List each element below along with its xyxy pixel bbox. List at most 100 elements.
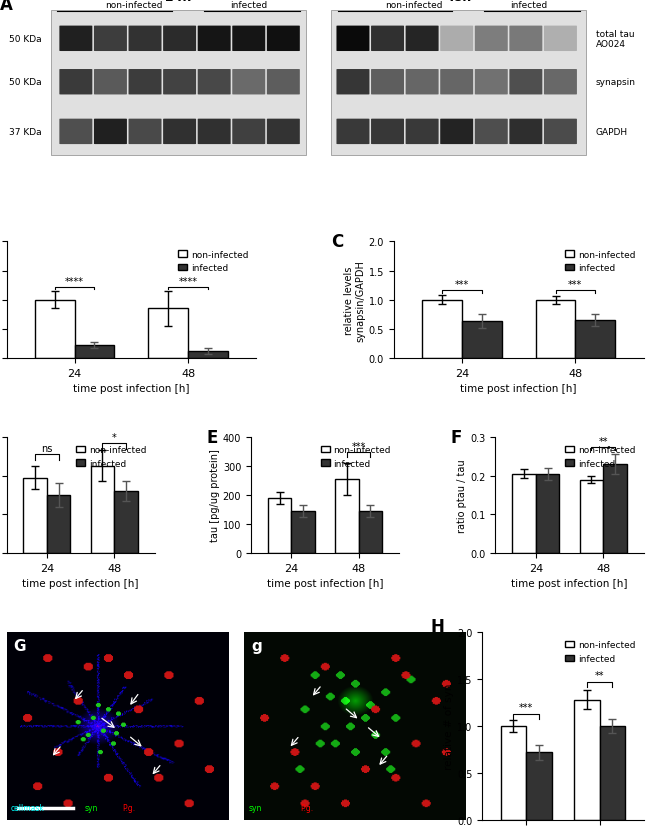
FancyBboxPatch shape	[510, 70, 542, 95]
FancyBboxPatch shape	[474, 119, 508, 145]
FancyBboxPatch shape	[510, 119, 542, 145]
Bar	[335, 479, 359, 554]
FancyBboxPatch shape	[440, 119, 473, 145]
FancyBboxPatch shape	[198, 70, 231, 95]
Text: infected: infected	[510, 1, 547, 10]
Y-axis label: ratio ptau / tau: ratio ptau / tau	[458, 459, 467, 532]
Bar	[512, 474, 536, 554]
X-axis label: time post infection [h]: time post infection [h]	[511, 579, 628, 589]
Bar	[526, 753, 552, 820]
Text: 48h: 48h	[446, 0, 472, 3]
Text: *: *	[112, 432, 116, 442]
Bar	[536, 301, 575, 359]
Bar	[47, 495, 70, 554]
Text: ***: ***	[519, 702, 534, 712]
Text: F: F	[451, 428, 462, 446]
FancyBboxPatch shape	[371, 70, 404, 95]
FancyBboxPatch shape	[267, 26, 300, 52]
Bar	[536, 474, 560, 554]
Bar	[500, 726, 526, 820]
Text: cellmask: cellmask	[11, 803, 45, 812]
Legend: non-infected, infected: non-infected, infected	[562, 247, 639, 277]
Text: C: C	[332, 233, 343, 251]
FancyBboxPatch shape	[59, 119, 92, 145]
Bar	[332, 12, 586, 156]
X-axis label: time post infection [h]: time post infection [h]	[266, 579, 384, 589]
Text: synapsin: synapsin	[595, 78, 636, 87]
FancyBboxPatch shape	[510, 26, 542, 52]
Text: H: H	[431, 618, 445, 636]
FancyBboxPatch shape	[406, 119, 439, 145]
FancyBboxPatch shape	[337, 70, 369, 95]
Bar	[114, 492, 138, 554]
Text: total tau
AO024: total tau AO024	[595, 30, 634, 49]
FancyBboxPatch shape	[232, 119, 265, 145]
FancyBboxPatch shape	[371, 26, 404, 52]
Text: ns: ns	[41, 444, 53, 454]
Legend: non-infected, infected: non-infected, infected	[562, 637, 639, 667]
FancyBboxPatch shape	[232, 26, 265, 52]
FancyBboxPatch shape	[544, 26, 577, 52]
Bar	[574, 700, 599, 820]
FancyBboxPatch shape	[406, 26, 439, 52]
Text: syn: syn	[84, 803, 98, 812]
Bar	[35, 301, 75, 359]
Bar	[148, 309, 188, 359]
X-axis label: time post infection [h]: time post infection [h]	[73, 383, 190, 393]
Text: 50 KDa: 50 KDa	[9, 78, 42, 87]
X-axis label: time post infection [h]: time post infection [h]	[22, 579, 139, 589]
FancyBboxPatch shape	[544, 119, 577, 145]
FancyBboxPatch shape	[163, 70, 196, 95]
Text: ****: ****	[65, 277, 84, 286]
Legend: non-infected, infected: non-infected, infected	[317, 442, 395, 472]
Legend: non-infected, infected: non-infected, infected	[562, 442, 639, 472]
FancyBboxPatch shape	[337, 119, 369, 145]
Bar	[23, 478, 47, 554]
Bar	[75, 345, 114, 359]
FancyBboxPatch shape	[440, 70, 473, 95]
FancyBboxPatch shape	[198, 26, 231, 52]
Bar	[291, 512, 315, 554]
Text: ***: ***	[568, 280, 582, 290]
FancyBboxPatch shape	[163, 119, 196, 145]
FancyBboxPatch shape	[59, 70, 92, 95]
Text: **: **	[595, 671, 604, 681]
Bar	[603, 465, 627, 554]
Text: P.g.: P.g.	[122, 803, 135, 812]
Text: 24h: 24h	[165, 0, 192, 3]
Text: G: G	[13, 638, 25, 653]
Text: non-infected: non-infected	[105, 1, 162, 10]
Text: 37 KDa: 37 KDa	[9, 128, 42, 137]
Bar	[90, 466, 114, 554]
X-axis label: time post infection [h]: time post infection [h]	[460, 383, 577, 393]
Text: E: E	[207, 428, 218, 446]
Y-axis label: relative levels
synapsin/GAPDH: relative levels synapsin/GAPDH	[344, 259, 366, 341]
Bar	[268, 498, 291, 554]
Text: syn: syn	[249, 803, 262, 812]
Bar	[599, 726, 625, 820]
Bar	[188, 351, 228, 359]
FancyBboxPatch shape	[474, 26, 508, 52]
FancyBboxPatch shape	[94, 119, 127, 145]
FancyBboxPatch shape	[129, 26, 161, 52]
FancyBboxPatch shape	[337, 26, 369, 52]
Text: non-infected: non-infected	[385, 1, 443, 10]
Legend: non-infected, infected: non-infected, infected	[174, 247, 252, 277]
FancyBboxPatch shape	[94, 70, 127, 95]
FancyBboxPatch shape	[267, 70, 300, 95]
Bar	[462, 322, 502, 359]
FancyBboxPatch shape	[198, 119, 231, 145]
FancyBboxPatch shape	[59, 26, 92, 52]
Text: infected: infected	[230, 1, 267, 10]
FancyBboxPatch shape	[94, 26, 127, 52]
Text: **: **	[599, 436, 608, 446]
Bar	[51, 12, 306, 156]
Text: P.g.: P.g.	[300, 803, 313, 812]
Y-axis label: relative # of syn: relative # of syn	[445, 683, 454, 769]
Bar	[575, 320, 615, 359]
FancyBboxPatch shape	[474, 70, 508, 95]
FancyBboxPatch shape	[440, 26, 473, 52]
FancyBboxPatch shape	[129, 119, 161, 145]
FancyBboxPatch shape	[129, 70, 161, 95]
Bar	[359, 512, 382, 554]
